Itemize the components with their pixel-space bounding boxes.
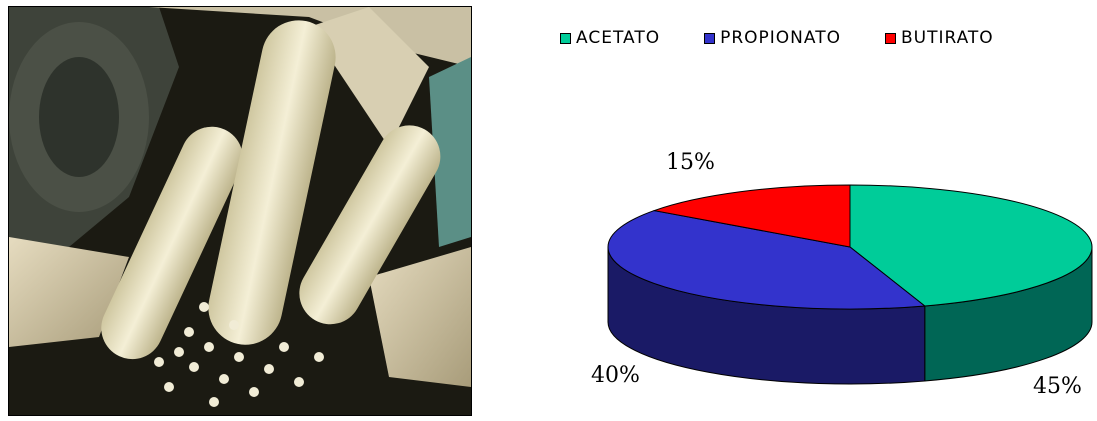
legend-label-butirato: BUTIRATO: [900, 28, 994, 48]
pie-slice-propionato: [607, 210, 927, 310]
legend-swatch-acetato: [560, 32, 571, 44]
pie-slice-butirato: [652, 184, 851, 248]
pie-chart: [607, 184, 1093, 385]
legend-item-acetato: ACETATO: [560, 28, 660, 48]
legend-item-propionato: PROPIONATO: [704, 28, 841, 48]
legend-label-propionato: PROPIONATO: [720, 28, 841, 48]
legend-label-acetato: ACETATO: [576, 28, 661, 48]
legend-item-butirato: BUTIRATO: [884, 28, 994, 48]
data-label-propionato: 40%: [591, 363, 640, 388]
legend-swatch-propionato: [704, 32, 716, 44]
data-label-butirato: 15%: [666, 150, 715, 175]
white-corn-photo: [8, 6, 472, 416]
data-label-acetato: 45%: [1033, 374, 1082, 399]
chart-legend: ACETATO PROPIONATO BUTIRATO: [560, 28, 994, 48]
legend-swatch-butirato: [884, 32, 896, 44]
pie-slice-acetato: [849, 184, 1093, 307]
